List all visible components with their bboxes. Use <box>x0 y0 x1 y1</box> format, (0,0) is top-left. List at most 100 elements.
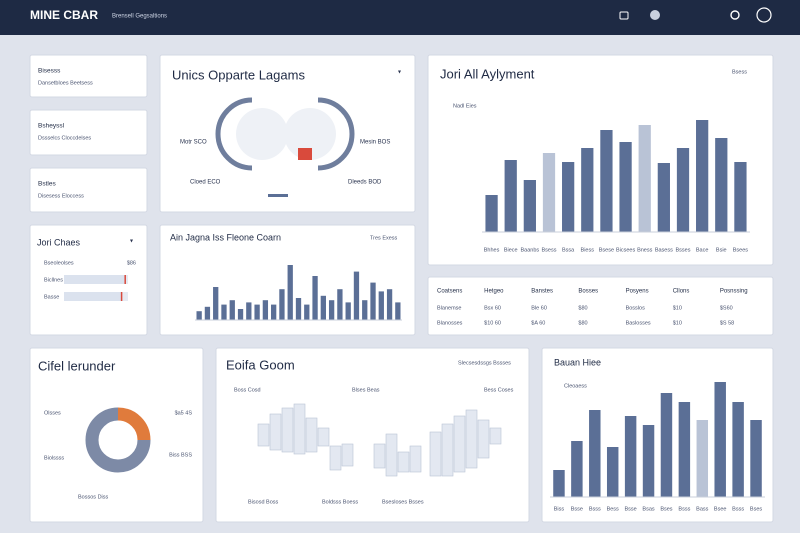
x-tick-label: Bsees <box>733 247 749 253</box>
card <box>29 167 148 213</box>
app-title: MINE CBAR <box>30 8 98 22</box>
x-tick-label: Bsse <box>625 506 637 512</box>
row-label: Basse <box>44 294 59 300</box>
x-tick-label: Bsss <box>678 506 690 512</box>
x-tick-label: Bsese <box>599 247 614 253</box>
card-control[interactable]: Slecsesdssgs Bssses <box>458 360 511 366</box>
x-tick-label: Biss <box>554 506 565 512</box>
bar <box>337 289 343 320</box>
bar <box>386 289 393 320</box>
card-title: Unics Opparte Lagams <box>172 67 305 82</box>
x-tick-label: Bsas <box>642 506 654 512</box>
block-label: Bisosd Boss <box>248 499 279 505</box>
x-tick-label: Baanbs <box>521 247 540 253</box>
table-cell: Blanemse <box>437 305 461 311</box>
bar <box>312 276 318 320</box>
bar <box>734 162 747 232</box>
bar <box>279 289 285 320</box>
bar <box>571 441 583 497</box>
bar <box>624 416 637 497</box>
card-text: Dssselcs Cloccdelses <box>38 135 91 141</box>
bar <box>320 295 326 320</box>
bar <box>213 287 219 320</box>
bar <box>619 142 632 232</box>
x-tick-label: Bsse <box>571 506 583 512</box>
gauge-arc <box>215 97 253 171</box>
table-cell: $S60 <box>720 305 733 311</box>
table-header: Coatsens <box>437 289 462 295</box>
table-cell: $S 58 <box>720 320 734 326</box>
block <box>489 427 502 445</box>
avatar[interactable] <box>650 10 660 20</box>
block <box>453 415 466 473</box>
chart-legend: Nadl Eies <box>453 103 477 109</box>
x-tick-label: Bicsees <box>616 247 636 253</box>
bell-icon[interactable] <box>730 10 740 20</box>
bar <box>345 302 351 320</box>
donut-label: Olsses <box>44 410 61 416</box>
bar <box>362 300 368 320</box>
donut-label: Biss BSS <box>169 452 192 458</box>
bar <box>304 304 310 320</box>
bar <box>606 447 619 497</box>
block <box>269 413 282 451</box>
x-tick-label: Bsee <box>714 506 727 512</box>
lock-icon[interactable] <box>619 11 629 20</box>
bar <box>485 195 498 232</box>
dropdown-caret[interactable]: ▾ <box>398 70 401 76</box>
dropdown-caret[interactable]: ▾ <box>130 239 133 245</box>
block <box>441 423 454 477</box>
gauge-label: Mesin BOS <box>360 140 390 146</box>
bar <box>395 302 401 320</box>
card-title: Jori All Aylyment <box>440 66 535 81</box>
block <box>373 443 386 469</box>
bar <box>287 265 293 320</box>
bar <box>370 282 376 320</box>
bar <box>353 271 360 320</box>
table-header: Bosses <box>578 289 598 295</box>
x-tick-label: Bses <box>750 506 762 512</box>
bar <box>660 393 673 497</box>
bar <box>204 306 211 320</box>
bar <box>581 148 594 232</box>
progress-bar <box>64 275 126 284</box>
card-title: Bisesss <box>38 68 61 75</box>
bar <box>504 160 517 232</box>
app-subtitle: Brensell Gegsaltions <box>112 14 167 20</box>
indicator <box>268 194 288 197</box>
bar <box>196 311 202 320</box>
bar <box>600 130 613 232</box>
settings-icon[interactable] <box>756 7 772 23</box>
block-label: Boldsss Boess <box>322 499 358 505</box>
table-cell: $A 60 <box>531 320 545 326</box>
bar <box>237 309 244 320</box>
gauge-label: Cloed ECO <box>190 180 221 186</box>
table-cell: $10 <box>673 320 682 326</box>
header-bar <box>0 0 800 35</box>
block <box>329 445 342 471</box>
block <box>281 407 294 453</box>
table-header: Posnssing <box>720 289 748 295</box>
card-text: Dansetbloes Beetsess <box>38 80 93 86</box>
card-title: Bauan Hiee <box>554 357 601 367</box>
table-header: Posyens <box>626 289 649 295</box>
row-label: Bseoleolses <box>44 260 74 266</box>
bar <box>657 163 670 232</box>
table-header: Banstes <box>531 289 553 295</box>
card-title: Cifel lerunder <box>38 358 116 373</box>
card-control[interactable]: Tres Exess <box>370 235 398 241</box>
table-cell: $80 <box>578 320 587 326</box>
card <box>29 109 148 156</box>
bar <box>696 120 709 232</box>
gauge-label: Motr SCO <box>180 140 207 146</box>
donut-label: $a5 4S <box>175 410 193 416</box>
bar <box>523 180 536 232</box>
table-cell: Baslosses <box>626 320 651 326</box>
x-tick-label: Bsss <box>732 506 744 512</box>
card-control[interactable]: Bsess <box>732 69 747 75</box>
globe <box>236 108 288 160</box>
donut-label: Biolssss <box>44 455 64 461</box>
block-label: Bsesloses Bsses <box>382 499 424 505</box>
card <box>29 347 204 523</box>
